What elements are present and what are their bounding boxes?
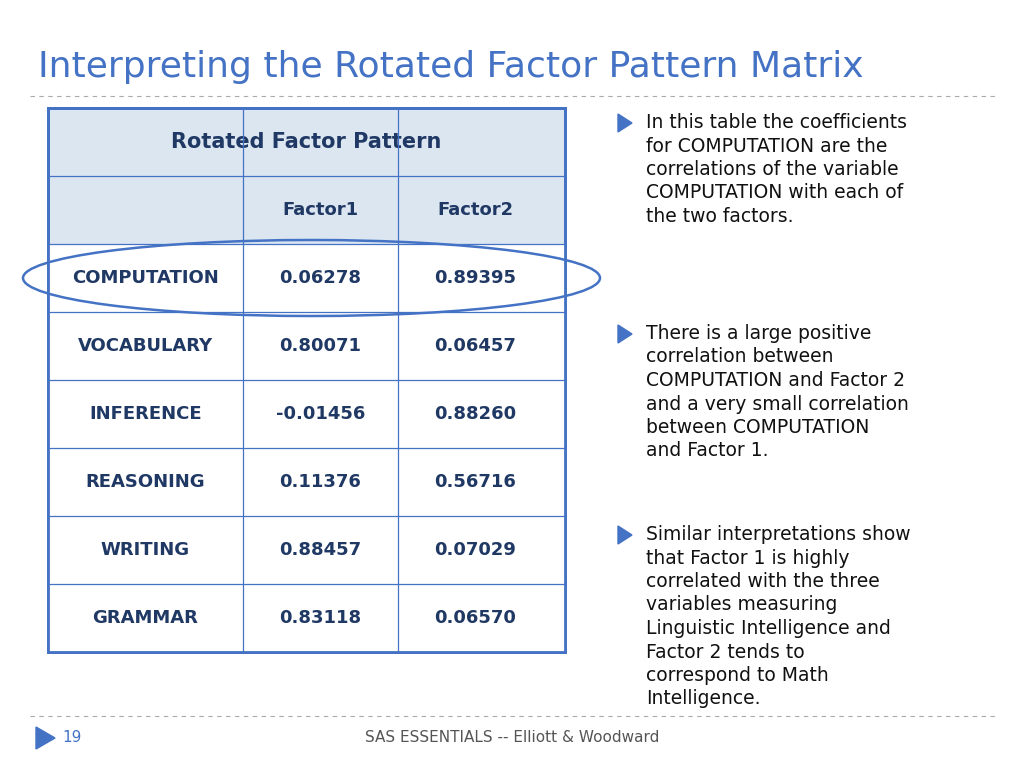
Text: COMPUTATION: COMPUTATION [72, 269, 219, 287]
Text: Rotated Factor Pattern: Rotated Factor Pattern [171, 132, 441, 152]
Text: -0.01456: -0.01456 [275, 405, 366, 423]
Bar [48, 244, 565, 652]
Text: Interpreting the Rotated Factor Pattern Matrix: Interpreting the Rotated Factor Pattern … [38, 50, 863, 84]
Text: In this table the coefficients
for COMPUTATION are the
correlations of the varia: In this table the coefficients for COMPU… [646, 113, 907, 226]
Text: 0.06457: 0.06457 [434, 337, 516, 355]
Text: VOCABULARY: VOCABULARY [78, 337, 213, 355]
Text: 0.56716: 0.56716 [434, 473, 516, 491]
Text: 0.83118: 0.83118 [280, 609, 361, 627]
Polygon shape [618, 325, 632, 343]
Text: WRITING: WRITING [101, 541, 190, 559]
Text: GRAMMAR: GRAMMAR [92, 609, 199, 627]
Text: REASONING: REASONING [86, 473, 206, 491]
Text: SAS ESSENTIALS -- Elliott & Woodward: SAS ESSENTIALS -- Elliott & Woodward [365, 730, 659, 746]
Bar [48, 108, 565, 652]
Polygon shape [36, 727, 55, 749]
Text: 0.89395: 0.89395 [434, 269, 516, 287]
Text: Factor1: Factor1 [283, 201, 358, 219]
Polygon shape [618, 114, 632, 132]
Text: 0.11376: 0.11376 [280, 473, 361, 491]
Text: Similar interpretations show
that Factor 1 is highly
correlated with the three
v: Similar interpretations show that Factor… [646, 525, 910, 709]
Text: 0.88457: 0.88457 [280, 541, 361, 559]
Text: 0.06570: 0.06570 [434, 609, 516, 627]
Text: 0.07029: 0.07029 [434, 541, 516, 559]
Text: There is a large positive
correlation between
COMPUTATION and Factor 2
and a ver: There is a large positive correlation be… [646, 324, 909, 461]
Text: 19: 19 [62, 730, 81, 746]
Text: 0.06278: 0.06278 [280, 269, 361, 287]
Bar [48, 108, 565, 652]
Text: 0.88260: 0.88260 [434, 405, 516, 423]
Text: INFERENCE: INFERENCE [89, 405, 202, 423]
Text: Factor2: Factor2 [437, 201, 514, 219]
Text: 0.80071: 0.80071 [280, 337, 361, 355]
Polygon shape [618, 526, 632, 544]
